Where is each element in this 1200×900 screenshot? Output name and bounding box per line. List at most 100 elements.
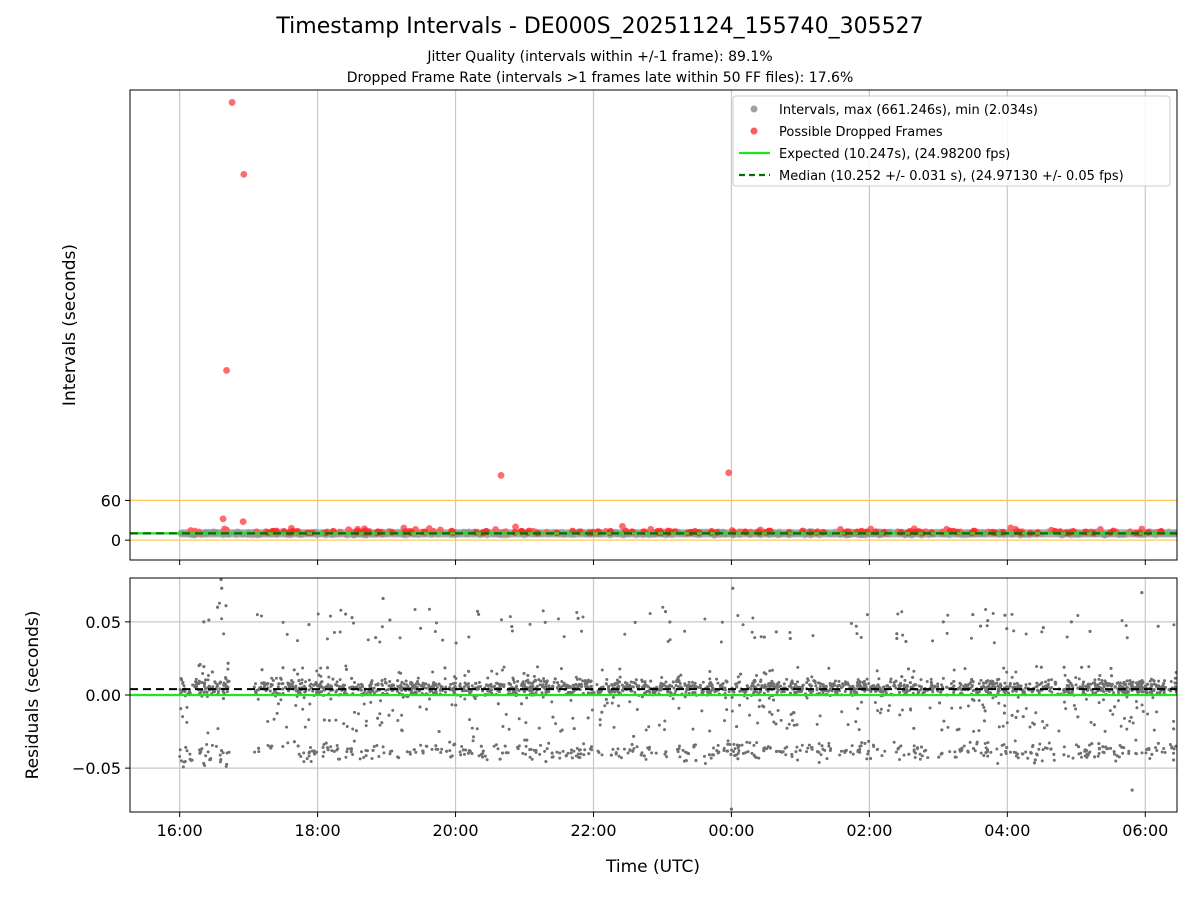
residual-point	[399, 686, 403, 690]
residual-point	[1170, 745, 1174, 749]
residual-point	[800, 685, 804, 689]
residual-point	[307, 678, 311, 682]
residual-point	[603, 704, 607, 708]
residual-point	[1024, 683, 1028, 687]
residual-point	[179, 677, 183, 681]
residual-point	[308, 746, 312, 750]
residual-point	[1125, 695, 1129, 699]
residual-point	[219, 578, 223, 582]
residual-point	[1172, 751, 1176, 755]
residual-point	[953, 750, 957, 754]
residual-point	[996, 678, 1000, 682]
residual-point	[1016, 695, 1020, 699]
residual-point	[402, 682, 406, 686]
residual-point	[536, 665, 540, 669]
residual-point	[1015, 681, 1019, 685]
residual-point	[1102, 751, 1106, 755]
residual-point	[689, 685, 693, 689]
residual-point	[755, 756, 759, 760]
residual-point	[810, 746, 814, 750]
residual-point	[302, 760, 306, 764]
residual-point	[760, 684, 764, 688]
residual-point	[1128, 687, 1132, 691]
residual-point	[1008, 684, 1012, 688]
residual-point	[1144, 751, 1148, 755]
residual-point	[183, 690, 187, 694]
residual-point	[574, 675, 578, 679]
residual-point	[664, 680, 668, 684]
residual-point	[308, 684, 312, 688]
residual-point	[1083, 754, 1087, 758]
residual-point	[1097, 677, 1101, 681]
residual-point	[770, 668, 774, 672]
residual-point	[358, 687, 362, 691]
residual-point	[941, 685, 945, 689]
residual-point	[748, 741, 752, 745]
residual-point	[1173, 681, 1177, 685]
residual-point	[762, 635, 766, 639]
residual-point	[992, 641, 996, 645]
residual-point	[896, 612, 900, 616]
residual-point	[187, 690, 191, 694]
residual-point	[206, 731, 210, 735]
residual-point	[894, 679, 898, 683]
residual-point	[647, 747, 651, 751]
residual-point	[991, 696, 995, 700]
residual-point	[930, 685, 934, 689]
residual-point	[1086, 753, 1090, 757]
residual-point	[495, 672, 499, 676]
residual-point	[451, 688, 455, 692]
residual-point	[345, 750, 349, 754]
residual-point	[540, 683, 544, 687]
residual-point	[837, 679, 841, 683]
residual-point	[502, 683, 506, 687]
residual-point	[969, 636, 973, 640]
residual-point	[903, 678, 907, 682]
residual-point	[371, 748, 375, 752]
residual-point	[967, 682, 971, 686]
residual-point	[360, 685, 364, 689]
residual-point	[1113, 705, 1117, 709]
residual-point	[898, 713, 902, 717]
residual-point	[1005, 627, 1009, 631]
residual-point	[410, 683, 414, 687]
residual-point	[986, 754, 990, 758]
residual-point	[445, 749, 449, 753]
residual-point	[736, 675, 740, 679]
residual-point	[590, 745, 594, 749]
residual-point	[483, 754, 487, 758]
residual-point	[471, 739, 475, 743]
residual-point	[325, 666, 329, 670]
residual-point	[862, 682, 866, 686]
residual-point	[1026, 756, 1030, 760]
residual-point	[789, 712, 793, 716]
residual-point	[917, 690, 921, 694]
residual-point	[846, 723, 850, 727]
residual-point	[906, 689, 910, 693]
residual-point	[677, 685, 681, 689]
residual-point	[183, 760, 187, 764]
residual-point	[270, 676, 274, 680]
residual-point	[966, 704, 970, 708]
residual-point	[200, 747, 204, 751]
residual-point	[600, 753, 604, 757]
residual-point	[1140, 591, 1144, 595]
residual-point	[1020, 752, 1024, 756]
residual-point	[1032, 761, 1036, 765]
residual-point	[1074, 676, 1078, 680]
residual-point	[1072, 703, 1076, 707]
residual-point	[631, 749, 635, 753]
residual-point	[757, 705, 761, 709]
residual-point	[211, 685, 215, 689]
residual-point	[1124, 624, 1128, 628]
residual-point	[997, 725, 1001, 729]
residual-point	[551, 715, 555, 719]
residual-point	[553, 677, 557, 681]
residual-point	[912, 669, 916, 673]
residual-point	[851, 684, 855, 688]
residual-point	[691, 727, 695, 731]
residual-point	[181, 765, 185, 769]
residual-point	[1037, 747, 1041, 751]
residual-point	[1084, 697, 1088, 701]
residual-point	[277, 682, 281, 686]
